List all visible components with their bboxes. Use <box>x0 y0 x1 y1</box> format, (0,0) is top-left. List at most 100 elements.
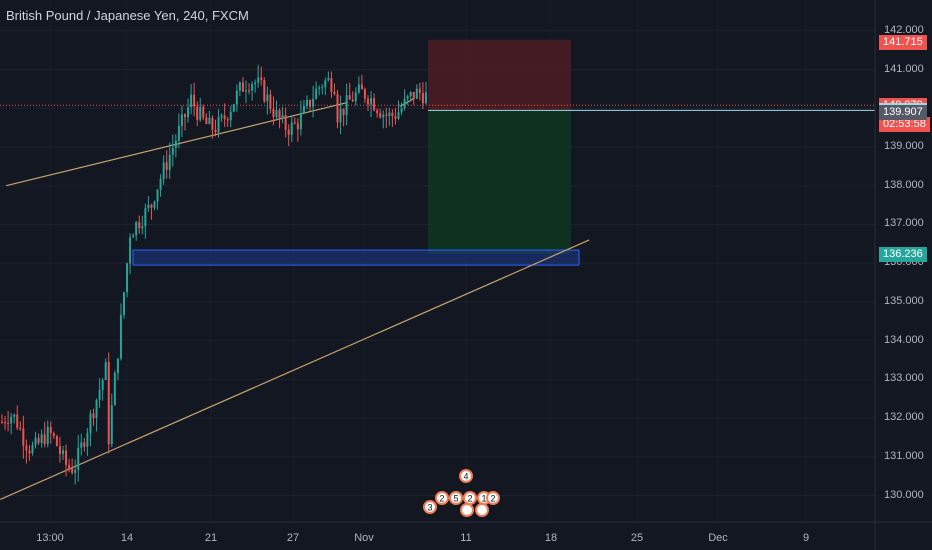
candle-body <box>19 427 22 429</box>
time-tick-label: 13:00 <box>36 532 64 544</box>
candle-body <box>415 88 418 99</box>
price-tag: 141.715 <box>879 34 927 50</box>
event-marker <box>460 503 474 517</box>
event-marker <box>486 491 500 505</box>
candle-body <box>162 162 165 180</box>
event-label: 3 <box>427 503 432 513</box>
price-tick-label: 142.000 <box>884 23 924 36</box>
candle-body <box>68 464 71 469</box>
candle-body <box>424 92 427 104</box>
candle-body <box>40 434 43 443</box>
price-tick-label: 133.000 <box>884 372 924 385</box>
chart-title: British Pound / Japanese Yen, 240, FXCM <box>6 8 249 23</box>
candle-body <box>278 110 281 119</box>
price-tick-label: 131.000 <box>884 449 924 462</box>
candle-body <box>101 379 104 390</box>
candle-body <box>150 204 153 208</box>
candle-body <box>373 98 376 111</box>
event-markers: 42 5 2 1 23 <box>423 469 500 517</box>
event-marker <box>449 491 463 505</box>
candle-body <box>171 147 174 155</box>
candle-body <box>363 89 366 99</box>
event-label: 2 <box>439 494 444 504</box>
candle-body <box>370 98 373 105</box>
candle-body <box>208 117 211 124</box>
candle-body <box>46 426 49 445</box>
candle-body <box>92 413 95 418</box>
candle-body <box>257 77 260 83</box>
candle-body <box>351 99 354 102</box>
candle-body <box>98 389 101 400</box>
candle-body <box>229 111 232 121</box>
price-tick-label: 138.000 <box>884 178 924 191</box>
candle-body <box>327 78 330 81</box>
time-tick-label: 25 <box>630 532 644 544</box>
candle-body <box>80 442 83 448</box>
candle-body <box>10 416 13 424</box>
event-label: 4 <box>463 472 468 482</box>
candle-body <box>318 87 321 89</box>
candle-body <box>113 372 116 406</box>
candle-body <box>266 94 269 102</box>
candle-body <box>202 106 205 118</box>
candle-body <box>28 450 31 454</box>
candle-body <box>86 433 89 447</box>
take-profit-zone <box>428 110 571 255</box>
candle-body <box>226 119 229 121</box>
candle-body <box>394 116 397 119</box>
candle-body <box>119 314 122 359</box>
candle-body <box>354 92 357 102</box>
candle-body <box>272 108 275 117</box>
candle-body <box>293 122 296 124</box>
candle-body <box>147 204 150 209</box>
candle-body <box>409 92 412 96</box>
candle-body <box>254 82 257 85</box>
candle-body <box>211 117 214 130</box>
candle-body <box>168 154 171 170</box>
candle-body <box>77 447 80 470</box>
candle-body <box>385 114 388 116</box>
candle-body <box>138 222 141 229</box>
time-tick-label: 21 <box>204 532 218 544</box>
event-marker <box>475 503 489 517</box>
candle-body <box>123 292 125 315</box>
candle-body <box>421 92 424 104</box>
candle-body <box>43 434 46 445</box>
trendline-short <box>399 98 415 107</box>
time-tick-label: 18 <box>544 532 558 544</box>
candle-body <box>379 113 382 118</box>
candle-body <box>306 99 308 107</box>
candle-body <box>37 437 40 443</box>
candle-body <box>74 469 77 473</box>
candle-body <box>25 445 28 451</box>
candle-body <box>95 399 98 418</box>
candle-body <box>400 108 403 113</box>
candle-body <box>107 362 110 445</box>
candle-body <box>312 99 315 107</box>
candle-body <box>290 122 293 135</box>
time-tick-label: 27 <box>286 532 300 544</box>
price-tag: 139.907 <box>879 104 927 120</box>
event-marker <box>423 500 437 514</box>
candle-body <box>177 125 180 141</box>
candle-body <box>58 446 61 454</box>
stop-loss-zone <box>428 39 571 111</box>
candle-body <box>129 237 132 264</box>
candle-body <box>83 442 86 447</box>
candle-body <box>360 84 363 90</box>
price-tick-label: 135.000 <box>884 294 924 307</box>
time-tick-label: 14 <box>120 532 134 544</box>
candle-body <box>184 114 186 118</box>
event-marker <box>435 491 449 505</box>
candle-body <box>284 115 287 130</box>
candle-body <box>126 263 129 293</box>
candle-body <box>156 189 159 202</box>
price-tag: 136.236 <box>879 247 927 263</box>
candle-body <box>412 92 415 99</box>
candle-body <box>34 437 37 446</box>
candle-body <box>217 117 220 133</box>
candle-body <box>180 114 183 126</box>
candle-body <box>342 108 345 115</box>
candle-body <box>367 98 369 105</box>
